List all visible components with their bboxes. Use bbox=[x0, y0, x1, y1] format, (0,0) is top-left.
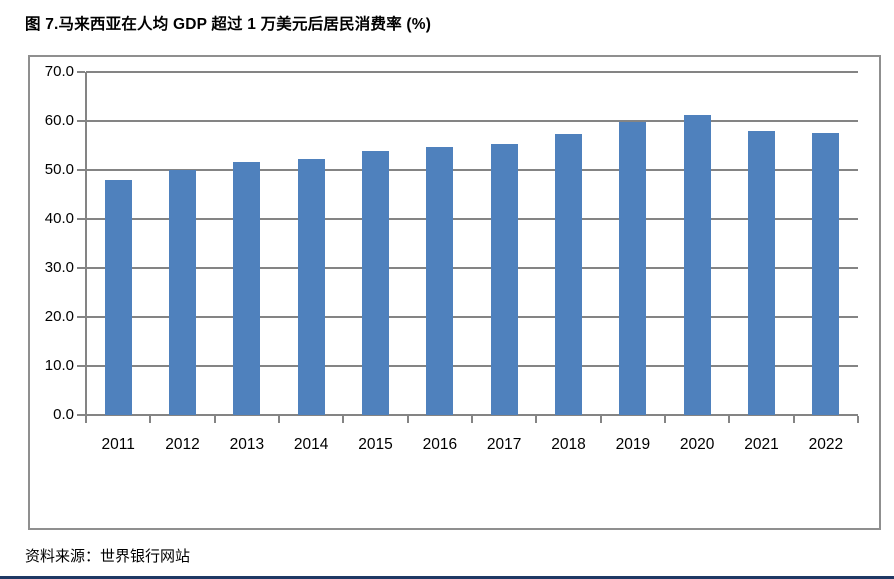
y-gridline bbox=[86, 71, 858, 73]
chart-area: 0.0 10.0 20.0 30.0 40.0 50.0 60.0 70.0 2011 2012 2… bbox=[28, 55, 881, 530]
footer-divider bbox=[0, 576, 894, 579]
y-axis-tick-label: 30.0 bbox=[44, 259, 74, 276]
x-axis-tick bbox=[213, 416, 216, 423]
bar-2012 bbox=[169, 170, 196, 415]
x-axis-tick bbox=[149, 416, 152, 423]
x-axis-tick-label: 2016 bbox=[422, 436, 458, 453]
bar-2011 bbox=[104, 180, 132, 415]
y-axis-tick-label: 40.0 bbox=[44, 210, 74, 227]
x-axis-tick-label: 2022 bbox=[808, 436, 844, 453]
bar-2014 bbox=[297, 158, 325, 415]
y-axis-tick-label: 0.0 bbox=[53, 406, 74, 423]
y-axis-tick bbox=[77, 365, 85, 367]
y-axis-tick-label: 50.0 bbox=[44, 161, 74, 178]
y-gridline bbox=[86, 218, 858, 220]
x-axis-tick-label: 2020 bbox=[679, 436, 715, 453]
x-axis-tick bbox=[599, 416, 602, 423]
bar-2016 bbox=[426, 146, 454, 415]
y-gridline bbox=[86, 316, 858, 318]
x-axis-tick bbox=[535, 416, 538, 423]
x-axis-tick bbox=[792, 416, 795, 423]
y-axis-tick bbox=[77, 218, 85, 220]
bar-2022 bbox=[812, 133, 840, 415]
y-axis-tick bbox=[77, 414, 85, 416]
x-axis-tick bbox=[406, 416, 409, 423]
y-gridline bbox=[86, 267, 858, 269]
bar-2013 bbox=[233, 162, 261, 415]
x-axis-tick-label: 2021 bbox=[744, 436, 779, 453]
y-axis-tick-label: 10.0 bbox=[44, 357, 74, 374]
y-axis-tick bbox=[77, 120, 85, 122]
x-axis-tick-label: 2015 bbox=[358, 436, 393, 453]
bar-2020 bbox=[683, 115, 711, 415]
x-axis-tick bbox=[342, 416, 345, 423]
x-axis-tick-label: 2017 bbox=[486, 436, 522, 453]
y-gridline bbox=[86, 120, 858, 122]
y-axis-tick bbox=[77, 316, 85, 318]
bar-2018 bbox=[555, 134, 582, 415]
data-source-note: 资料来源：世界银行网站 bbox=[25, 548, 191, 565]
x-axis-tick-label: 2013 bbox=[229, 436, 265, 453]
y-axis-tick bbox=[77, 71, 85, 73]
x-axis-tick-label: 2012 bbox=[165, 436, 200, 453]
x-axis-tick bbox=[278, 416, 280, 423]
x-axis-tick-label: 2018 bbox=[551, 436, 586, 453]
x-axis-tick bbox=[664, 416, 666, 423]
bar-2019 bbox=[619, 121, 647, 415]
x-axis-tick bbox=[471, 416, 473, 423]
bar-2015 bbox=[362, 150, 389, 415]
bar-2021 bbox=[748, 131, 775, 415]
figure-title: 图 7.马来西亚在人均 GDP 超过 1 万美元后居民消费率 (%) bbox=[25, 16, 432, 33]
x-axis-line bbox=[86, 414, 858, 416]
x-axis-tick bbox=[728, 416, 731, 423]
x-axis-tick-label: 2014 bbox=[293, 436, 329, 453]
y-axis-line bbox=[85, 72, 87, 417]
y-axis-tick bbox=[77, 267, 85, 269]
x-axis-tick-label: 2019 bbox=[615, 436, 651, 453]
x-axis-tick bbox=[857, 416, 859, 423]
bar-2017 bbox=[490, 144, 518, 415]
x-axis-tick bbox=[85, 416, 87, 423]
y-axis-tick-label: 60.0 bbox=[44, 112, 74, 129]
y-gridline bbox=[86, 365, 858, 367]
y-axis-tick-label: 70.0 bbox=[44, 63, 74, 80]
y-gridline bbox=[86, 169, 858, 171]
y-axis-tick-label: 20.0 bbox=[44, 308, 74, 325]
x-axis-tick-label: 2011 bbox=[101, 436, 135, 453]
y-axis-tick bbox=[77, 169, 85, 171]
